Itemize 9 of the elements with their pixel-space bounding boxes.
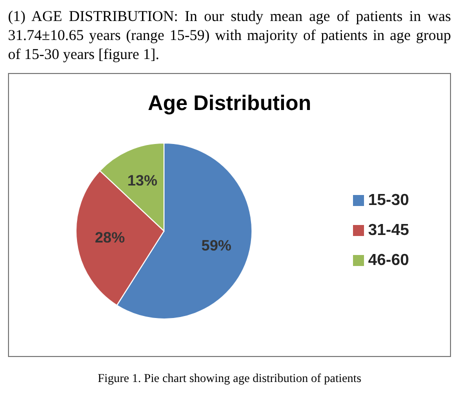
- legend-label: 15-30: [368, 192, 409, 209]
- data-label: 28%: [94, 229, 125, 246]
- legend-label: 46-60: [368, 252, 409, 269]
- legend-label: 31-45: [368, 222, 409, 239]
- chart-title: Age Distribution: [146, 92, 312, 116]
- data-label: 13%: [127, 172, 158, 190]
- text: (1) AGE DISTRIBUTION: In our study mean age of patients in was 31.74±10.65 years (range 15-59) with majority of patients in age group of 15-30 years [figure 1].: [8, 8, 451, 65]
- data-label: 59%: [201, 238, 232, 255]
- caption: Figure 1. Pie chart showing age distribution of patients: [96, 371, 362, 386]
